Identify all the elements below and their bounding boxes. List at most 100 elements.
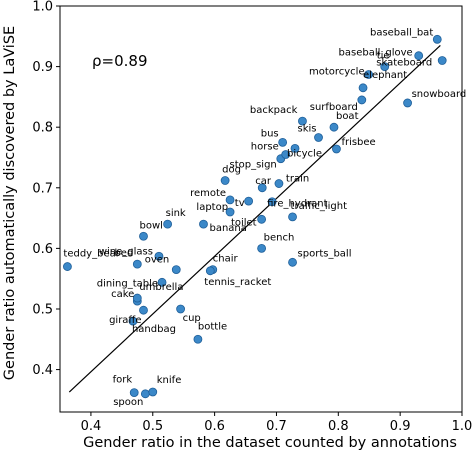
point-label-bus: bus	[261, 128, 279, 139]
data-point-train	[274, 179, 284, 188]
data-point-teddy-bear	[63, 262, 72, 271]
data-point-elephant	[358, 83, 368, 93]
data-point-bench	[257, 243, 267, 253]
y-tick-label: 0.7	[32, 181, 53, 196]
data-point-skateboard	[437, 56, 447, 65]
point-label-skis: skis	[298, 123, 317, 134]
point-label-dining-table: dining_table	[97, 278, 158, 289]
data-point-baseball-glove	[414, 51, 424, 61]
point-label-toilet: toilet	[231, 217, 257, 228]
data-point-laptop	[225, 207, 235, 217]
data-point-handbag	[128, 316, 138, 326]
x-tick-label: 0.6	[204, 419, 225, 434]
point-label-bench: bench	[264, 232, 295, 243]
point-label-bed: bed	[114, 248, 133, 259]
point-label-cup: cup	[183, 313, 201, 324]
point-label-knife: knife	[157, 375, 182, 386]
point-label-bowl: bowl	[139, 220, 162, 231]
fit-line	[68, 44, 441, 393]
data-point-dining-table	[157, 277, 167, 287]
x-tick-label: 0.8	[328, 419, 349, 434]
plot-frame	[59, 5, 463, 413]
data-point-fire-hydrant	[267, 197, 277, 207]
point-label-tie: tie	[377, 51, 390, 62]
y-tick-label: 0.4	[32, 363, 53, 378]
data-point-sports-ball	[288, 257, 297, 267]
data-point-bed	[132, 259, 142, 269]
point-label-umbrella: umbrella	[139, 282, 183, 293]
data-point-snowboard	[403, 98, 412, 108]
data-point-giraffe	[139, 305, 148, 315]
x-tick-label: 0.4	[81, 419, 102, 434]
data-point-tie	[380, 62, 390, 71]
point-label-tv: tv	[235, 198, 245, 209]
data-point-horse	[281, 150, 291, 159]
data-point-oven	[171, 265, 181, 274]
point-label-baseball-glove: baseball_glove	[339, 48, 413, 59]
x-tick-label: 0.9	[390, 419, 411, 434]
point-label-tennis-racket: tennis_racket	[204, 277, 271, 288]
data-point-car	[257, 183, 267, 193]
point-label-fork: fork	[113, 375, 133, 386]
point-label-wine-glass: wine_glass	[99, 246, 153, 257]
x-tick-label: 1.0	[452, 419, 473, 434]
scatter-points	[63, 34, 447, 399]
point-label-cake: cake	[111, 289, 134, 300]
point-label-frisbee: frisbee	[341, 137, 375, 148]
point-label-car: car	[255, 176, 272, 187]
point-label-sports-ball: sports_ball	[298, 248, 352, 259]
data-point-knife	[148, 387, 158, 397]
data-point-bottle	[193, 334, 203, 344]
point-label-spoon: spoon	[113, 397, 143, 408]
point-label-backpack: backpack	[250, 105, 298, 116]
data-point-dog	[220, 176, 230, 185]
y-tick-label: 0.8	[32, 121, 53, 136]
data-point-bowl	[139, 231, 148, 241]
point-label-chair: chair	[213, 254, 239, 265]
x-axis-ticks: 0.4 0.5 0.6 0.7 0.8 0.9 1.0	[81, 412, 473, 434]
data-point-umbrella	[132, 293, 142, 303]
y-tick-label: 0.6	[32, 242, 53, 257]
point-label-banana: banana	[209, 223, 246, 234]
x-axis-label: Gender ratio in the dataset counted by a…	[83, 435, 457, 451]
point-label-bottle: bottle	[198, 321, 227, 332]
data-point-toilet	[257, 214, 267, 224]
point-label-remote: remote	[190, 188, 226, 199]
point-label-fire-hydrant: fire_hydrant	[267, 199, 328, 210]
axes	[59, 5, 463, 413]
point-label-oven: oven	[145, 255, 170, 266]
data-point-wine-glass	[154, 251, 164, 261]
point-label-train: train	[286, 174, 309, 185]
point-label-surfboard: surfboard	[310, 102, 358, 113]
point-label-handbag: handbag	[132, 324, 176, 335]
data-point-fork	[129, 388, 139, 398]
y-tick-label: 1.0	[32, 0, 53, 15]
data-point-frisbee	[332, 144, 341, 154]
point-label-stop-sign: stop_sign	[230, 160, 277, 171]
point-label-boat: boat	[336, 111, 359, 122]
point-label-sink: sink	[166, 208, 186, 219]
point-label-bicycle: bicycle	[287, 148, 322, 159]
data-point-baseball-bat	[432, 34, 442, 44]
y-tick-label: 0.9	[32, 60, 53, 75]
point-label-traffic-light: traffic_light	[291, 201, 348, 212]
y-axis-ticks: 0.4 0.5 0.6 0.7 0.8 0.9 1.0	[32, 0, 60, 378]
data-point-bus	[278, 137, 288, 147]
data-point-sink	[163, 219, 173, 229]
point-label-teddy-bear: teddy_bear	[63, 249, 120, 260]
correlation-annotation: ρ=0.89	[92, 52, 148, 70]
x-tick-label: 0.7	[266, 419, 287, 434]
y-tick-label: 0.5	[32, 302, 53, 317]
data-point-backpack	[298, 116, 307, 126]
data-point-traffic-light	[288, 212, 297, 222]
point-label-giraffe: giraffe	[109, 315, 141, 326]
data-point-motorcycle	[364, 70, 374, 79]
y-axis-label: Gender ratio automatically discovered by…	[2, 26, 18, 380]
point-label-snowboard: snowboard	[412, 89, 467, 100]
point-label-motorcycle: motorcycle	[309, 66, 365, 77]
data-point-skis	[314, 133, 323, 142]
data-point-tv	[244, 196, 254, 206]
data-point-cup	[176, 304, 186, 314]
